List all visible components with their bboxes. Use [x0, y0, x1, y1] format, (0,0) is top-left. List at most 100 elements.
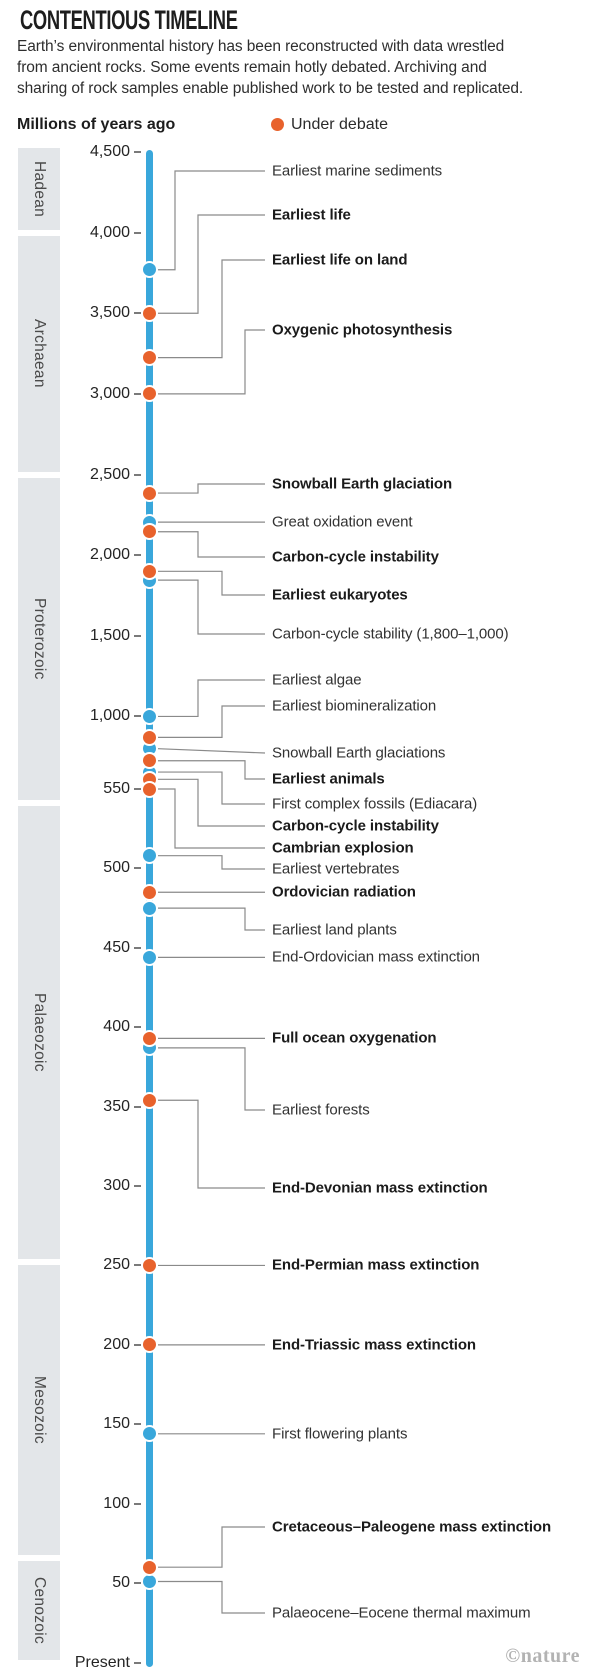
tick-mark	[134, 1105, 141, 1108]
event-dot	[140, 707, 158, 725]
event-dot	[140, 1256, 158, 1274]
axis-unit-label: Millions of years ago	[17, 116, 176, 133]
event-label: Earliest marine sediments	[272, 162, 443, 180]
event-label: Carbon-cycle stability (1,800–1,000)	[272, 625, 509, 643]
tick-mark	[134, 473, 141, 476]
tick-label: 500	[103, 859, 130, 877]
event-dot	[140, 385, 158, 403]
connector-line	[158, 214, 265, 314]
event-label: Snowball Earth glaciations	[272, 744, 446, 762]
event-dot	[140, 304, 158, 322]
event-label: Carbon-cycle instability	[272, 548, 439, 566]
connector-line	[158, 907, 265, 931]
connector-line	[158, 788, 265, 849]
subtitle-line: sharing of rock samples enable published…	[17, 80, 524, 97]
connector-line	[158, 170, 265, 271]
era-label: Cenozoic	[31, 1577, 48, 1645]
tick-label: 50	[112, 1574, 130, 1592]
connector-line	[158, 483, 265, 494]
tick-label: 2,000	[89, 546, 130, 564]
event-label: End-Permian mass extinction	[272, 1256, 480, 1274]
tick-mark	[134, 392, 141, 395]
event-dot	[140, 261, 158, 279]
event-label: Earliest land plants	[272, 921, 397, 939]
legend-label: Under debate	[291, 116, 388, 133]
event-dot	[140, 899, 158, 917]
tick-label: 1,000	[89, 707, 130, 725]
event-label: Ordovician radiation	[272, 883, 416, 901]
connector-line	[158, 259, 265, 359]
under-debate-dot-icon	[271, 118, 284, 131]
connector-line	[158, 855, 265, 870]
event-label: Cambrian explosion	[272, 839, 414, 857]
event-label: Earliest vertebrates	[272, 860, 400, 878]
tick-mark	[134, 1185, 141, 1188]
tick-mark	[134, 634, 141, 637]
event-label: Earliest biomineralization	[272, 697, 437, 715]
connector-line	[158, 705, 265, 738]
tick-mark	[134, 1423, 141, 1426]
tick-mark	[134, 1582, 141, 1585]
era-band: Cenozoic	[18, 1560, 60, 1661]
connector-line	[158, 778, 265, 827]
tick-label: 200	[103, 1335, 130, 1353]
tick-label: 4,500	[89, 143, 130, 160]
event-dot	[140, 948, 158, 966]
event-label: End-Devonian mass extinction	[272, 1179, 488, 1197]
connector-line	[158, 771, 265, 805]
event-dot	[140, 1336, 158, 1354]
event-dot	[140, 728, 158, 746]
tick-mark	[134, 946, 141, 949]
tick-mark	[134, 788, 141, 790]
subtitle: Earth’s environmental history has been r…	[17, 36, 523, 99]
era-label: Archaean	[31, 319, 48, 388]
event-label: First flowering plants	[272, 1425, 408, 1443]
event-label: End-Ordovician mass extinction	[272, 948, 480, 966]
connector-line	[158, 1099, 265, 1189]
connector-line	[157, 748, 266, 754]
tick-label: 150	[103, 1415, 130, 1433]
event-dot	[140, 752, 158, 770]
connector-line	[158, 1580, 265, 1614]
tick-label: 4,000	[89, 223, 130, 241]
era-band: Palaeozoic	[18, 806, 60, 1260]
event-dot	[140, 883, 158, 901]
tick-mark	[134, 1026, 141, 1029]
event-label: Great oxidation event	[272, 513, 413, 531]
event-label: Carbon-cycle instability	[272, 817, 439, 835]
tick-mark	[134, 1502, 141, 1505]
event-label: Earliest life	[272, 206, 351, 224]
event-label: End-Triassic mass extinction	[272, 1336, 476, 1354]
event-dot	[140, 1558, 158, 1576]
era-label: Hadean	[31, 160, 48, 217]
event-label: Earliest eukaryotes	[272, 586, 408, 604]
era-band: Mesozoic	[18, 1265, 60, 1555]
tick-label: 300	[103, 1177, 130, 1195]
era-band: Archaean	[18, 235, 60, 472]
tick-label: 2,500	[89, 465, 130, 483]
event-dot	[140, 780, 158, 798]
tick-label: 3,500	[89, 304, 130, 322]
connector-line	[158, 1047, 265, 1111]
event-label: Earliest animals	[272, 770, 385, 788]
event-dot	[140, 562, 158, 580]
connector-line	[158, 329, 265, 395]
era-band: Hadean	[18, 148, 60, 230]
tick-label: 100	[103, 1494, 130, 1512]
tick-mark	[134, 151, 141, 153]
connector-line	[158, 531, 265, 558]
connector-line	[158, 760, 265, 780]
nature-credit: ©nature	[505, 1645, 580, 1667]
tick-label: 250	[103, 1256, 130, 1274]
era-label: Mesozoic	[31, 1376, 48, 1444]
tick-mark	[134, 231, 141, 234]
event-dot	[140, 1425, 158, 1443]
connector-line	[158, 579, 265, 635]
event-label: Cretaceous–Paleogene mass extinction	[272, 1518, 552, 1536]
tick-label: 1,500	[89, 626, 130, 644]
tick-mark	[134, 715, 141, 718]
event-label: Earliest forests	[272, 1101, 370, 1119]
connector-line	[158, 570, 265, 596]
